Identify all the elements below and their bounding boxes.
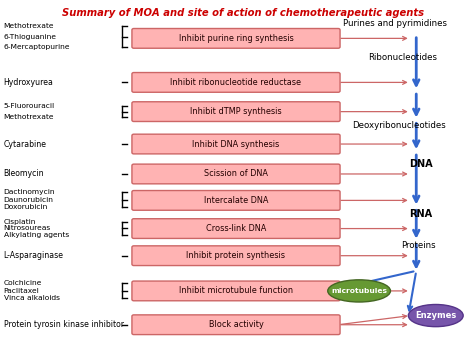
Text: Hydroxyurea: Hydroxyurea [4,78,54,87]
FancyBboxPatch shape [132,219,340,239]
Text: Purines and pyrimidines: Purines and pyrimidines [343,20,447,28]
Text: Inhibit ribonucleotide reductase: Inhibit ribonucleotide reductase [171,78,301,87]
Text: microtubules: microtubules [331,288,387,294]
Text: Ribonucleotides: Ribonucleotides [368,53,438,61]
Text: Cytarabine: Cytarabine [4,140,47,148]
Text: Scission of DNA: Scission of DNA [204,169,268,179]
Ellipse shape [328,280,391,302]
Text: Bleomycin: Bleomycin [4,169,45,179]
Text: Nitrosoureas: Nitrosoureas [4,225,51,231]
Text: 6-Thioguanine: 6-Thioguanine [4,34,57,40]
Text: Methotrexate: Methotrexate [4,114,54,120]
Text: Inhibit dTMP synthesis: Inhibit dTMP synthesis [190,107,282,116]
Text: L-Asparaginase: L-Asparaginase [4,251,64,260]
FancyBboxPatch shape [132,134,340,154]
Text: DNA: DNA [409,159,433,169]
Text: Block activity: Block activity [209,320,264,329]
Text: Paclitaxel: Paclitaxel [4,288,39,294]
Text: Inhibit microtubule function: Inhibit microtubule function [179,286,293,295]
Text: Deoxyribonucleotides: Deoxyribonucleotides [352,121,446,130]
Text: Cisplatin: Cisplatin [4,219,36,224]
FancyBboxPatch shape [132,164,340,184]
Text: RNA: RNA [409,209,432,219]
Ellipse shape [409,305,463,327]
FancyBboxPatch shape [132,246,340,266]
Text: Methotrexate: Methotrexate [4,23,54,29]
FancyBboxPatch shape [132,72,340,92]
Text: Dactinomycin: Dactinomycin [4,189,55,195]
Text: Vinca alkaloids: Vinca alkaloids [4,295,60,301]
Text: Enzymes: Enzymes [415,311,456,320]
FancyBboxPatch shape [132,191,340,210]
Text: 6-Mercaptopurine: 6-Mercaptopurine [4,44,70,50]
FancyBboxPatch shape [132,102,340,121]
Text: Inhibit DNA synthesis: Inhibit DNA synthesis [192,140,280,148]
Text: Proteins: Proteins [401,241,436,250]
Text: Colchicine: Colchicine [4,280,42,286]
Text: Inhibit protein synthesis: Inhibit protein synthesis [186,251,285,260]
Text: Intercalate DNA: Intercalate DNA [204,196,268,205]
Text: 5-Fluorouracil: 5-Fluorouracil [4,103,55,109]
FancyBboxPatch shape [132,315,340,335]
Text: Daunorubicin: Daunorubicin [4,197,54,203]
Text: Summary of MOA and site of action of chemotherapeutic agents: Summary of MOA and site of action of che… [62,9,424,18]
FancyBboxPatch shape [132,281,340,301]
FancyBboxPatch shape [132,28,340,48]
Text: Inhibit purine ring synthesis: Inhibit purine ring synthesis [179,34,293,43]
Text: Protein tyrosin kinase inhibitor: Protein tyrosin kinase inhibitor [4,320,124,329]
Text: Doxorubicin: Doxorubicin [4,204,48,211]
Text: Alkylating agents: Alkylating agents [4,232,69,238]
Text: Cross-link DNA: Cross-link DNA [206,224,266,233]
